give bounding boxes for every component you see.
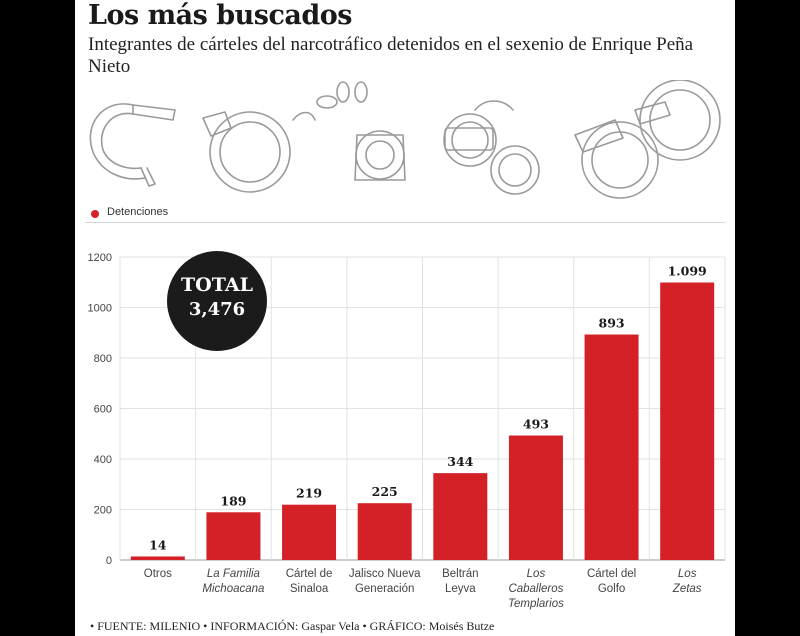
bar (508, 435, 563, 560)
y-tick-label: 1000 (88, 303, 112, 315)
y-tick-label: 800 (94, 353, 112, 365)
x-tick-label: Los Zetas (672, 568, 702, 595)
x-tick-label: Jalisco Nueva Generación (349, 568, 421, 595)
bar (130, 556, 185, 560)
x-tick-label: Otros (144, 568, 172, 580)
x-tick-label: La Familia Michoacana (202, 568, 264, 595)
x-tick-label: Cártel del Golfo (587, 568, 636, 595)
data-label: 493 (523, 417, 549, 432)
x-tick-label: Beltrán Leyva (442, 568, 478, 595)
y-tick-label: 1200 (88, 252, 112, 264)
data-label: 893 (599, 316, 625, 331)
y-tick-label: 0 (106, 555, 112, 567)
x-axis: Otros La Familia Michoacana Cártel de Sinalo… (144, 568, 702, 610)
data-label: 189 (220, 493, 246, 508)
y-tick-label: 600 (94, 404, 112, 416)
y-tick-label: 200 (94, 505, 112, 517)
data-label: 344 (447, 454, 473, 469)
total-value: 3,476 (189, 299, 245, 320)
data-label: 225 (372, 484, 398, 499)
bar (206, 512, 261, 560)
bar (357, 503, 412, 560)
source-credit: • FUENTE: MILENIO • INFORMACIÓN: Gaspar … (90, 619, 495, 633)
bar (584, 334, 639, 560)
y-tick-label: 400 (94, 454, 112, 466)
data-label: 1.099 (668, 264, 707, 279)
handcuffs-illustration (89, 80, 721, 199)
total-circle (167, 251, 267, 351)
chart-legend: Detenciones (85, 206, 725, 223)
y-axis: 0 200 400 600 800 1000 1200 (88, 252, 112, 567)
bar (660, 282, 715, 560)
chart-subtitle: Integrantes de cárteles del narcotráfico… (88, 34, 694, 77)
legend-label: Detenciones (107, 206, 169, 218)
bar (282, 504, 337, 560)
data-label: 14 (149, 537, 167, 552)
x-tick-label: Cártel de Sinaloa (286, 568, 333, 595)
x-tick-label: Los Caballeros Templarios (508, 568, 564, 610)
chart-title: Los más buscados (88, 0, 353, 31)
legend-swatch (91, 210, 99, 218)
bar (433, 473, 488, 560)
total-label: TOTAL (181, 274, 253, 296)
data-label: 219 (296, 486, 322, 501)
infographic-card: Los más buscados Integrantes de cárteles… (75, 0, 735, 636)
bar-chart: 0 200 400 600 800 1000 1200 14 189 219 225 344 493 8… (88, 251, 726, 610)
total-badge: TOTAL 3,476 (167, 251, 267, 351)
value-labels: 14 189 219 225 344 493 893 1.099 (149, 264, 707, 553)
bars (130, 282, 715, 560)
